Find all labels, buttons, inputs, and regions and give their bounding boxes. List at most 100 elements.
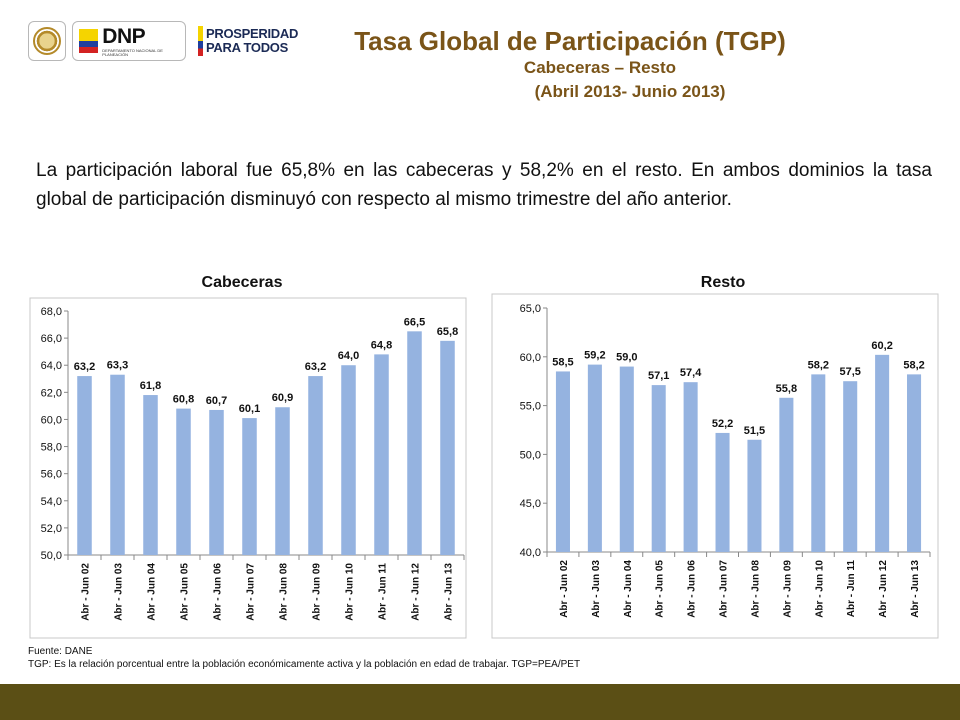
bar <box>308 376 323 555</box>
y-tick-label: 56,0 <box>41 469 62 481</box>
bar-value-label: 60,1 <box>239 403 260 415</box>
prosperidad-line2: PARA TODOS <box>206 40 288 55</box>
x-tick-label: Abr - Jun 04 <box>147 563 158 621</box>
bar <box>209 409 224 555</box>
coat-of-arms-icon <box>33 27 61 55</box>
chart-frame <box>29 297 467 639</box>
x-tick-label: Abr - Jun 11 <box>846 560 857 618</box>
bar-value-label: 58,5 <box>552 356 573 368</box>
bar-value-label: 58,2 <box>808 359 829 371</box>
bar <box>907 374 922 552</box>
y-tick-label: 64,0 <box>41 360 62 372</box>
bar <box>374 354 389 555</box>
chart-cabeceras: Cabeceras 50,0 52,0 54,0 56,0 58,0 60,0 62,0 64,… <box>29 274 467 639</box>
chart-frame <box>491 293 939 639</box>
page-subtitle: Cabeceras – Resto <box>523 58 677 77</box>
bar <box>555 371 570 552</box>
y-tick-label: 54,0 <box>41 496 62 508</box>
bar <box>440 340 455 555</box>
x-tick-label: Abr - Jun 13 <box>910 560 921 618</box>
logos-area: DNP DEPARTAMENTO NACIONAL DE PLANEACIÓN … <box>28 20 298 62</box>
bar <box>811 374 826 552</box>
bar <box>587 364 602 552</box>
x-tick-label: Abr - Jun 10 <box>814 560 825 618</box>
bar-value-label: 64,8 <box>371 339 392 351</box>
bar <box>110 374 125 555</box>
bar-value-label: 65,8 <box>437 326 458 338</box>
bar-value-label: 57,4 <box>680 367 702 379</box>
colombia-flag-icon <box>79 29 99 53</box>
y-tick-label: 58,0 <box>41 442 62 454</box>
source-note: Fuente: DANE <box>28 646 93 657</box>
dnp-logo: DNP DEPARTAMENTO NACIONAL DE PLANEACIÓN <box>72 21 186 61</box>
bar <box>407 331 422 555</box>
bar <box>747 439 762 552</box>
bar-value-label: 63,2 <box>305 361 326 373</box>
y-tick-label: 65,0 <box>520 303 541 315</box>
x-tick-label: Abr - Jun 08 <box>750 560 761 618</box>
x-tick-label: Abr - Jun 11 <box>378 563 389 621</box>
x-tick-label: Abr - Jun 09 <box>312 563 323 621</box>
bar <box>341 365 356 555</box>
x-tick-label: Abr - Jun 13 <box>444 563 455 621</box>
bar-value-label: 63,2 <box>74 361 95 373</box>
y-tick-label: 60,0 <box>520 352 541 364</box>
x-tick-label: Abr - Jun 02 <box>81 563 92 621</box>
header: Tasa Global de Participación (TGP) Cabec… <box>300 26 840 104</box>
y-tick-label: 68,0 <box>41 306 62 318</box>
y-tick-label: 50,0 <box>41 550 62 562</box>
x-tick-label: Abr - Jun 03 <box>114 563 125 621</box>
bar-value-label: 60,9 <box>272 392 293 404</box>
x-tick-label: Abr - Jun 07 <box>246 563 257 621</box>
bar <box>176 408 191 555</box>
prosperidad-line1: PROSPERIDAD <box>206 26 299 42</box>
y-tick-label: 60,0 <box>41 414 62 426</box>
footer-notes: Fuente: DANE TGP: Es la relación porcent… <box>28 645 580 671</box>
x-tick-label: Abr - Jun 05 <box>655 560 666 618</box>
x-tick-label: Abr - Jun 12 <box>878 560 889 618</box>
x-tick-label: Abr - Jun 06 <box>213 563 224 621</box>
y-tick-label: 40,0 <box>520 547 541 559</box>
bar-value-label: 60,8 <box>173 394 194 406</box>
bar-value-label: 64,0 <box>338 350 359 362</box>
bar-value-label: 66,5 <box>404 316 425 328</box>
bar-value-label: 60,7 <box>206 395 227 407</box>
bar <box>242 418 257 555</box>
bar-value-label: 52,2 <box>712 418 733 430</box>
page-title: Tasa Global de Participación (TGP) <box>354 26 786 56</box>
page-period: (Abril 2013- Junio 2013) <box>534 82 726 101</box>
x-tick-label: Abr - Jun 09 <box>782 560 793 618</box>
x-tick-label: Abr - Jun 02 <box>559 560 570 618</box>
colombia-seal-logo <box>28 21 66 61</box>
prosperidad-logo: PROSPERIDAD PARA TODOS <box>198 26 298 56</box>
bar-value-label: 60,2 <box>871 340 892 352</box>
summary-paragraph: La participación laboral fue 65,8% en la… <box>36 160 932 210</box>
bar-value-label: 55,8 <box>776 383 797 395</box>
x-tick-label: Abr - Jun 10 <box>345 563 356 621</box>
bar-value-label: 57,5 <box>839 366 860 378</box>
bar-value-label: 61,8 <box>140 380 161 392</box>
x-tick-label: Abr - Jun 03 <box>591 560 602 618</box>
chart-title: Cabeceras <box>202 274 283 291</box>
bar-value-label: 58,2 <box>903 359 924 371</box>
bar-value-label: 51,5 <box>744 425 765 437</box>
bottom-bar <box>0 684 960 720</box>
chart-title: Resto <box>701 274 746 291</box>
x-tick-label: Abr - Jun 06 <box>687 560 698 618</box>
bar <box>683 382 698 552</box>
flag-stripe-icon <box>198 26 203 56</box>
y-tick-label: 52,0 <box>41 523 62 535</box>
definition-note: TGP: Es la relación porcentual entre la … <box>28 659 581 670</box>
bar-value-label: 59,0 <box>616 352 637 364</box>
bar <box>779 397 794 552</box>
chart-resto: Resto 40,0 45,0 50,0 55,0 60,0 65,0 58,5 Abr - J… <box>491 274 939 639</box>
bar <box>143 395 158 555</box>
bar-value-label: 63,3 <box>107 360 128 372</box>
dnp-logo-subtext: DEPARTAMENTO NACIONAL DE PLANEACIÓN <box>102 47 163 57</box>
bar <box>619 366 634 552</box>
x-tick-label: Abr - Jun 08 <box>279 563 290 621</box>
x-tick-label: Abr - Jun 12 <box>411 563 422 621</box>
x-tick-label: Abr - Jun 05 <box>180 563 191 621</box>
bar <box>715 432 730 552</box>
y-tick-label: 50,0 <box>520 449 541 461</box>
